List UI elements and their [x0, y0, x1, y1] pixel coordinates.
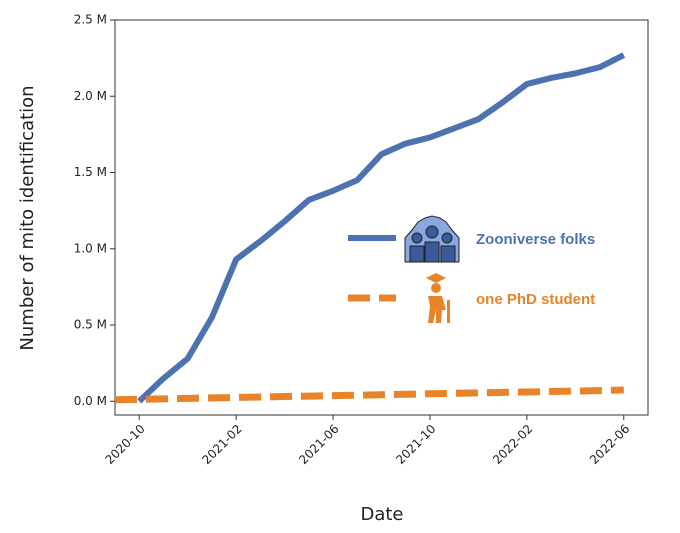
legend-label: Zooniverse folks [476, 231, 595, 248]
x-tick-label: 2022-02 [490, 422, 535, 467]
x-tick-label: 2021-10 [393, 422, 438, 467]
plot-frame [114, 19, 649, 416]
x-tick-label: 2021-02 [199, 422, 244, 467]
y-tick-label: 2.0 M [74, 89, 107, 103]
legend-icon-student [426, 273, 450, 323]
y-tick-label: 1.5 M [74, 165, 107, 179]
x-tick-label: 2021-06 [296, 422, 341, 467]
legend-icon-crowd [404, 215, 460, 263]
y-tick-label: 1.0 M [74, 241, 107, 255]
y-tick-label: 0.5 M [74, 318, 107, 332]
legend-label: one PhD student [476, 291, 595, 308]
y-tick-label: 0.0 M [74, 394, 107, 408]
x-tick-label: 2020-10 [102, 422, 147, 467]
series-line [137, 52, 626, 404]
y-tick-label: 2.5 M [74, 13, 107, 27]
x-axis-label: Date [360, 504, 403, 525]
x-tick-label: 2022-06 [587, 422, 632, 467]
y-axis-label: Number of mito identification [17, 85, 38, 350]
series-line [114, 386, 624, 404]
